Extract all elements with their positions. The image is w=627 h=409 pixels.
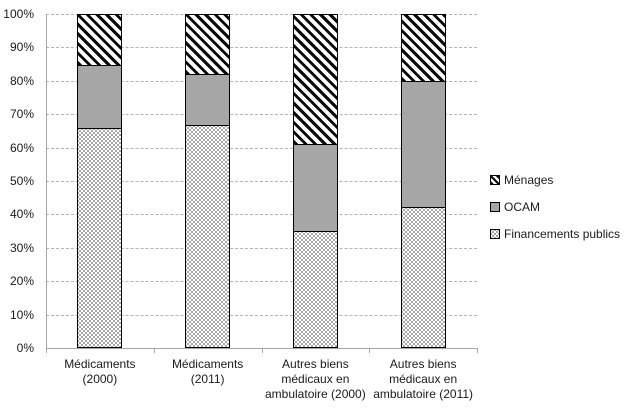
segment-gray-bar-4[interactable] (401, 81, 445, 208)
legend-label: Financements publics (504, 226, 621, 241)
legend-label: OCAM (504, 199, 540, 214)
y-tick-label-90pct: 90% (9, 40, 34, 55)
segment-gray-bar-3[interactable] (293, 143, 337, 231)
y-tick-label-80pct: 80% (9, 73, 34, 88)
x-tick (46, 348, 47, 353)
x-category-label-1: Médicaments (2000) (64, 357, 136, 386)
gridline-70 (46, 114, 477, 116)
segment-hatch-bar-2[interactable] (186, 15, 230, 75)
legend-item-gray[interactable]: OCAM (490, 193, 620, 220)
plot-area (46, 14, 477, 348)
bar-3[interactable] (292, 14, 338, 348)
gridline-40 (46, 214, 477, 216)
segment-dots-bar-1[interactable] (78, 128, 122, 347)
x-category-label-2: Médicaments (2011) (171, 357, 244, 386)
y-tick-label-30pct: 30% (9, 240, 34, 255)
y-tick-label-0pct: 0% (16, 341, 34, 355)
legend-item-hatch[interactable]: Ménages (490, 166, 620, 193)
y-tick-label-70pct: 70% (9, 107, 34, 122)
y-tick-label-60pct: 60% (9, 140, 34, 155)
segment-gray-bar-1[interactable] (78, 64, 122, 129)
x-tick (477, 348, 478, 353)
gridline-10 (46, 314, 477, 316)
gridline-50 (46, 181, 477, 182)
legend-swatch-dots-icon (490, 228, 500, 239)
bar-4[interactable] (400, 14, 446, 348)
gridline-60 (46, 147, 477, 149)
segment-dots-bar-3[interactable] (293, 230, 337, 347)
segment-dots-bar-4[interactable] (401, 207, 445, 347)
y-tick-label-40pct: 40% (9, 207, 34, 222)
y-tick-label-10pct: 10% (9, 307, 34, 322)
bar-1[interactable] (77, 14, 123, 348)
legend-swatch-hatch-icon (490, 174, 500, 185)
segment-hatch-bar-4[interactable] (401, 15, 445, 81)
segment-gray-bar-2[interactable] (186, 74, 230, 125)
y-tick-label-50pct: 50% (9, 174, 34, 188)
gridline-80 (46, 80, 477, 82)
gridline-90 (46, 47, 477, 49)
legend-label: Ménages (504, 172, 554, 187)
x-tick (261, 348, 263, 353)
segment-hatch-bar-3[interactable] (293, 15, 337, 144)
segment-dots-bar-2[interactable] (186, 124, 230, 347)
x-category-label-3: Autres biens médicaux en ambulatoire (20… (265, 357, 366, 401)
gridline-30 (46, 247, 477, 249)
y-axis-line (46, 14, 47, 352)
legend-item-dots[interactable]: Financements publics (490, 220, 620, 247)
gridline-100 (46, 14, 477, 15)
bar-2[interactable] (185, 14, 231, 348)
x-tick (153, 348, 155, 353)
legend-swatch-gray-icon (490, 201, 500, 212)
segment-hatch-bar-1[interactable] (78, 15, 122, 65)
y-tick-label-100pct: 100% (3, 7, 34, 21)
legend: Ménages OCAM Financements publics (490, 166, 620, 247)
gridline-20 (46, 281, 477, 283)
y-tick-label-20pct: 20% (9, 274, 34, 289)
x-category-label-4: Autres biens médicaux en ambulatoire (20… (373, 357, 474, 401)
x-tick (369, 348, 371, 353)
